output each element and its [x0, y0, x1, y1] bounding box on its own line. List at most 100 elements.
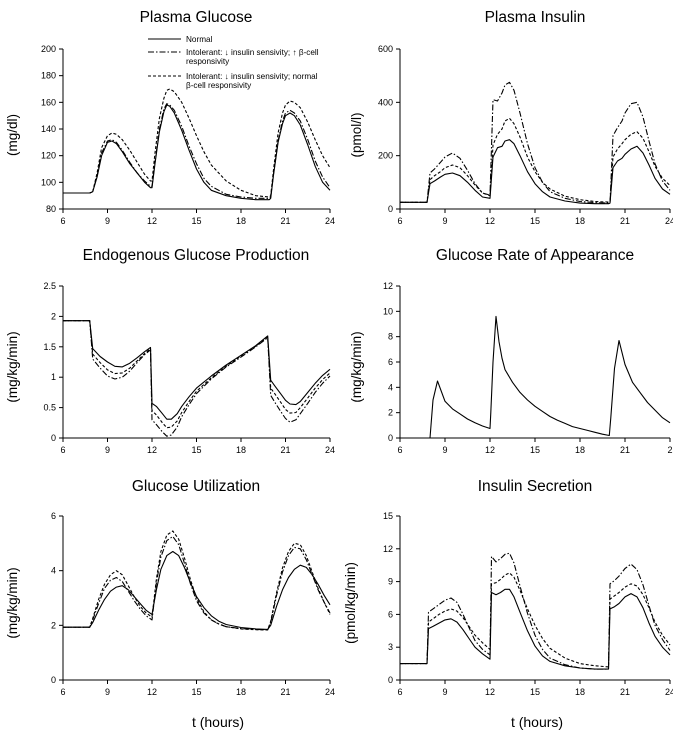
x-tick-label: 12: [147, 687, 157, 697]
x-tick-label: 12: [485, 216, 495, 226]
x-tick-label: 12: [485, 687, 495, 697]
y-tick-label: 2: [388, 408, 393, 418]
legend-label-increased-responsivity-line2: responsivity: [186, 57, 230, 66]
x-tick-label: 21: [620, 216, 630, 226]
x-tick-label: 12: [485, 445, 495, 455]
legend-label-normal-responsivity: Intolerant: ↓ insulin sensivity; normal: [186, 72, 318, 81]
y-tick-label: 9: [388, 577, 393, 587]
y-tick-label: 2: [51, 311, 56, 321]
y-tick-label: 15: [383, 511, 393, 521]
chart-title: Plasma Glucose: [140, 9, 253, 26]
series-line-dashdot: [400, 552, 671, 670]
y-tick-label: 3: [388, 642, 393, 652]
chart-2: Plasma Insulin (pmol/l) 0 200 400 600 6 9 12 15 18…: [349, 9, 673, 226]
chart-3: Endogenous Glucose Production (mg/kg/min)…: [5, 247, 335, 455]
y-tick-label: 0.5: [43, 403, 56, 413]
series-line-solid: [400, 139, 671, 205]
x-tick-label: 15: [530, 687, 540, 697]
y-tick-label: 4: [388, 382, 393, 392]
x-tick-label: 15: [530, 445, 540, 455]
y-tick-label: 12: [383, 281, 393, 291]
x-tick-label: 9: [105, 687, 110, 697]
y-tick-label: 160: [41, 97, 56, 107]
chart-title: Insulin Secretion: [478, 478, 593, 495]
x-tick-label: 15: [191, 687, 201, 697]
series-line-dashed: [63, 530, 331, 631]
x-axis-label-right: t (hours): [511, 714, 563, 730]
y-tick-label: 200: [378, 151, 393, 161]
series-line-dashed: [63, 320, 331, 429]
x-tick-label: 6: [397, 216, 402, 226]
x-axis-label-left: t (hours): [192, 714, 244, 730]
y-axis-label: (mg/kg/min): [5, 567, 20, 638]
series-line-solid: [63, 320, 331, 420]
y-tick-label: 0: [51, 675, 56, 685]
y-tick-label: 4: [51, 566, 56, 576]
series-line-solid: [400, 315, 671, 439]
x-tick-label: 6: [60, 216, 65, 226]
series-line-solid: [63, 104, 331, 201]
x-tick-label: 18: [575, 216, 585, 226]
y-tick-label: 180: [41, 71, 56, 81]
x-tick-label: 24: [665, 687, 673, 697]
x-tick-label: 6: [397, 445, 402, 455]
x-tick-label: 24: [665, 216, 673, 226]
x-tick-label: 15: [530, 216, 540, 226]
chart-1: Plasma Glucose (mg/dl) 80 100 120 140 160 180 20…: [5, 9, 335, 226]
x-tick-label: 21: [620, 445, 630, 455]
y-tick-label: 6: [51, 511, 56, 521]
y-tick-label: 10: [383, 306, 393, 316]
y-axis-label: (mg/dl): [5, 114, 20, 156]
x-tick-label: 15: [191, 216, 201, 226]
x-tick-label: 9: [442, 445, 447, 455]
x-tick-label: 24: [325, 216, 335, 226]
chart-title: Endogenous Glucose Production: [83, 247, 310, 264]
chart-title: Glucose Rate of Appearance: [436, 247, 634, 264]
chart-6: Insulin Secretion (pmol/kg/min) 0 3 6 9 12 15 6 9…: [343, 478, 673, 697]
x-tick-label: 21: [620, 687, 630, 697]
y-tick-label: 2: [51, 620, 56, 630]
y-tick-label: 0: [388, 204, 393, 214]
series-line-dashed: [63, 88, 331, 198]
x-tick-label: 21: [280, 216, 290, 226]
x-tick-label: 24: [325, 445, 335, 455]
x-tick-label: 18: [575, 445, 585, 455]
y-tick-label: 80: [46, 204, 56, 214]
y-tick-label: 2.5: [43, 281, 56, 291]
x-tick-label: 18: [236, 445, 246, 455]
y-tick-label: 140: [41, 124, 56, 134]
x-tick-label: 18: [236, 216, 246, 226]
y-tick-label: 100: [41, 177, 56, 187]
x-tick-label: 6: [60, 445, 65, 455]
y-tick-label: 200: [41, 44, 56, 54]
series-line-dashdot: [400, 81, 671, 204]
y-tick-label: 0: [51, 433, 56, 443]
x-tick-label: 9: [105, 445, 110, 455]
series-line-dashdot: [63, 320, 331, 437]
y-tick-label: 120: [41, 151, 56, 161]
y-tick-label: 600: [378, 44, 393, 54]
y-axis-label: (mg/kg/min): [5, 331, 20, 402]
y-tick-label: 12: [383, 544, 393, 554]
x-tick-label: 21: [280, 445, 290, 455]
x-tick-label: 12: [147, 445, 157, 455]
x-tick-label: 21: [280, 687, 290, 697]
x-tick-label: 6: [60, 687, 65, 697]
y-tick-label: 0: [388, 675, 393, 685]
legend-label-increased-responsivity: Intolerant: ↓ insulin sensivity; ↑ β-cel…: [186, 48, 319, 57]
y-axis-label: (pmol/l): [349, 112, 364, 157]
y-axis-label: (mg/kg/min): [349, 331, 364, 402]
x-tick-label: 12: [147, 216, 157, 226]
series-line-dashdot: [63, 103, 331, 199]
x-tick-label: 15: [191, 445, 201, 455]
series-line-dashdot: [63, 535, 331, 631]
x-tick-label: 9: [105, 216, 110, 226]
series-line-dashed: [400, 117, 671, 203]
series-line-solid: [63, 550, 331, 630]
series-line-dashed: [400, 572, 671, 668]
y-tick-label: 0: [388, 433, 393, 443]
x-tick-label: 24: [325, 687, 335, 697]
series-line-solid: [400, 588, 671, 670]
y-tick-label: 1: [51, 372, 56, 382]
